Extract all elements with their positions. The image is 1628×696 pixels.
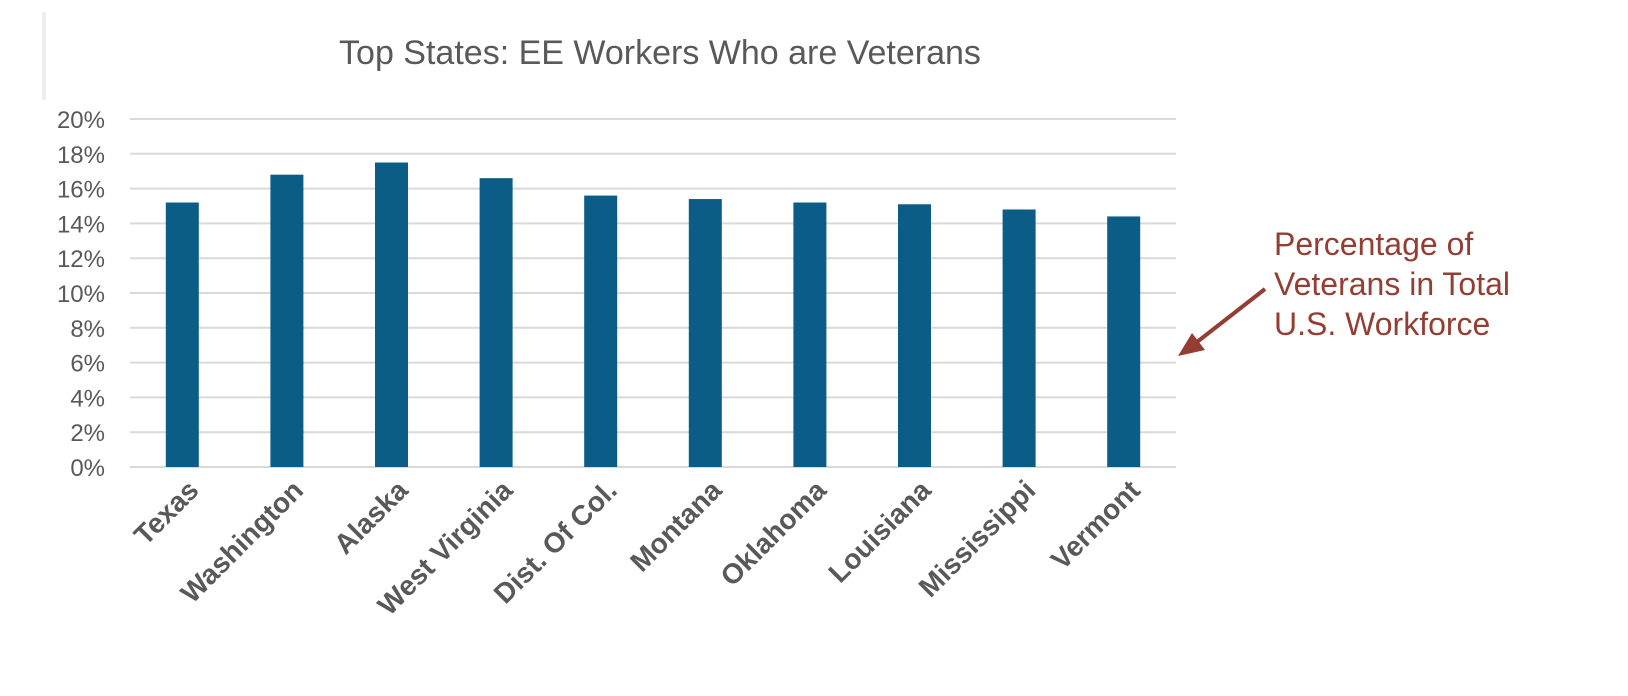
x-tick-label: Texas <box>128 474 205 551</box>
bar-vermont <box>1107 216 1141 467</box>
y-axis-ticks: 0% 2% 4% 6% 8% 10% 12% 14% 16% 18% 20% <box>57 107 105 482</box>
annotation-arrow-shaft <box>1195 287 1267 344</box>
bar-mississippi <box>1002 209 1036 468</box>
y-tick-label: 10% <box>57 281 105 308</box>
y-tick-label: 14% <box>57 211 105 238</box>
y-tick-label: 2% <box>70 420 105 447</box>
x-tick-label: Alaska <box>328 474 414 560</box>
bars <box>165 162 1141 468</box>
y-tick-label: 16% <box>57 177 105 204</box>
y-tick-label: 6% <box>70 351 105 378</box>
x-tick-label: Vermont <box>1045 474 1146 575</box>
y-tick-label: 4% <box>70 385 105 412</box>
x-tick-label: Louisiana <box>822 474 937 589</box>
y-tick-label: 8% <box>70 316 105 343</box>
bar-texas <box>165 202 199 467</box>
annotation-text-line: Veterans in Total <box>1274 266 1510 302</box>
bar-louisiana <box>898 204 931 467</box>
bar-washington <box>270 174 304 467</box>
bar-oklahoma <box>793 202 827 467</box>
x-tick-label: Montana <box>624 474 728 578</box>
x-tick-label: Oklahoma <box>714 474 832 592</box>
bar-west-virginia <box>479 178 513 467</box>
annotation-arrow-head <box>1178 333 1205 356</box>
y-tick-label: 18% <box>57 142 105 169</box>
bar-dist-of-col <box>584 195 618 467</box>
gridlines <box>130 118 1176 468</box>
annotation-group: Percentage of Veterans in Total U.S. Workf… <box>1178 226 1510 356</box>
annotation-text-line: Percentage of <box>1274 226 1473 262</box>
bar-montana <box>688 199 722 468</box>
chart-title: Top States: EE Workers Who are Veterans <box>339 34 981 72</box>
left-accent-rule <box>42 12 46 100</box>
y-tick-label: 20% <box>57 107 105 134</box>
annotation-text-line: U.S. Workforce <box>1274 306 1490 342</box>
bar-alaska <box>375 162 408 467</box>
y-tick-label: 0% <box>70 455 105 482</box>
y-tick-label: 12% <box>57 246 105 273</box>
